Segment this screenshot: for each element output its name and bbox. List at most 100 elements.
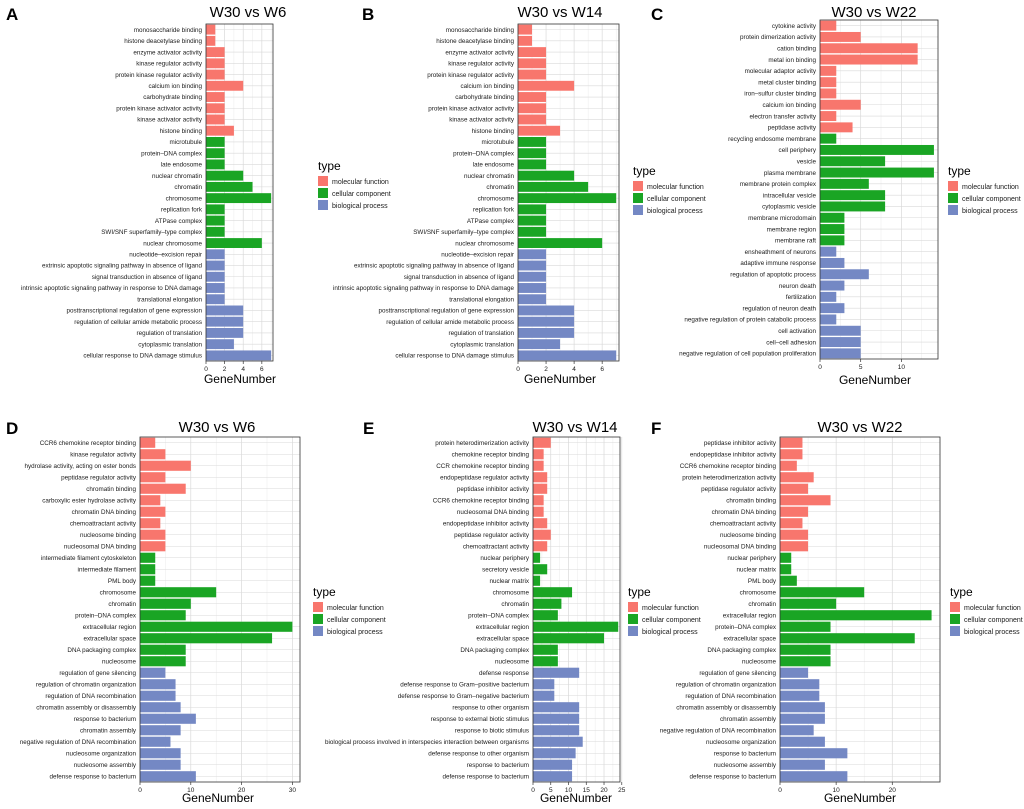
bar [820,190,886,201]
bar [780,610,932,621]
legend-swatch [950,626,960,636]
bar [518,350,617,361]
category-label: biological process involved in interspec… [325,739,529,746]
bar [820,77,837,88]
bar [518,249,547,260]
bar [820,201,886,212]
category-label: histone deacetylase binding [124,38,202,45]
category-label: ensheathment of neurons [745,249,816,256]
bar [820,156,886,167]
bar [780,725,814,736]
category-label: regulation of gene silencing [59,670,136,677]
category-label: regulation of neuron death [742,305,816,312]
category-label: nucleosome binding [80,532,137,539]
bar [206,170,244,181]
bar [518,339,561,350]
category-label: intermediate filament cytoskeleton [41,555,137,562]
legend-swatch [950,614,960,624]
legend-label: cellular component [964,617,1023,624]
category-label: peptidase regulator activity [454,532,530,539]
category-label: regulation of chromatin organization [676,681,777,688]
bar [820,31,861,42]
chart-title: W30 vs W22 [831,4,916,21]
category-label: chromosome [493,589,530,596]
bar [140,679,176,690]
plot-border [139,436,301,783]
legend-swatch [633,205,643,215]
bar [206,92,225,102]
bar [780,679,820,690]
bar [140,610,186,621]
bar [533,587,573,598]
bar [533,529,551,540]
x-tick-label: 20 [600,787,608,794]
bar [140,771,196,782]
legend-swatch [313,626,323,636]
bar [518,170,575,181]
category-label: nucleosomal DNA binding [64,543,137,550]
legend: type molecular function cellular component… [313,585,386,636]
category-label: nuclear matrix [736,566,776,573]
bar [140,633,273,644]
bar [140,736,171,747]
category-label: chromatin assembly [720,716,777,723]
category-label: response to bacterium [74,716,136,723]
bar [533,736,583,747]
bar [206,238,262,248]
category-label: nucleosomal DNA binding [457,509,530,516]
x-axis-label: GeneNumber [182,791,254,805]
bar [533,598,562,609]
category-label: nucleotide–excision repair [441,251,514,258]
category-label: extracellular space [477,635,530,642]
x-tick-label: 15 [583,787,591,794]
legend-swatch [628,626,638,636]
category-label: microtubule [169,139,202,146]
bar [140,541,166,552]
category-label: monosaccharide binding [446,27,515,34]
chart-title: W30 vs W6 [179,419,256,436]
bar [820,43,918,54]
category-label: nucleosomal DNA binding [704,543,777,550]
category-label: regulation of DNA recombination [685,693,776,700]
bar [533,483,548,494]
category-label: chemoattractant activity [463,543,530,550]
category-label: kinase activator activity [449,117,515,124]
category-label: cell periphery [779,147,817,154]
bar [780,495,831,506]
bar [140,552,156,563]
category-label: enzyme activator activity [445,49,514,56]
legend-label: molecular function [642,605,699,612]
x-tick-label: 4 [241,366,245,373]
x-tick-label: 10 [833,787,841,794]
category-label: nuclear matrix [489,578,529,585]
category-label: posttranscriptional regulation of gene e… [379,308,515,315]
bar [206,215,225,226]
legend: type molecular function cellular component… [948,164,1021,215]
category-label: histone binding [160,128,203,135]
bar [140,495,161,506]
category-label: calcium ion binding [762,102,816,109]
x-tick-label: 4 [572,366,576,373]
bar [518,294,547,305]
bar [140,759,181,770]
category-label: nuclear periphery [727,555,777,562]
bar [206,24,216,35]
bar [780,460,797,471]
bar [518,181,589,192]
x-tick-label: 30 [289,787,297,794]
bar [518,47,547,58]
bar [533,610,558,621]
category-label: calcium ion binding [460,83,514,90]
category-label: microtubule [481,139,514,146]
category-label: protein–DNA complex [75,612,137,619]
category-label: protein dimerization activity [740,34,817,41]
legend-label: biological process [962,208,1018,215]
category-label: defense response to other organism [428,750,529,757]
bar [820,235,845,246]
plot-area [820,20,938,359]
category-label: regulation of chromatin organization [36,681,137,688]
bar [140,644,186,655]
bar [780,644,831,655]
category-label: regulation of cellular amide metabolic p… [386,319,514,326]
